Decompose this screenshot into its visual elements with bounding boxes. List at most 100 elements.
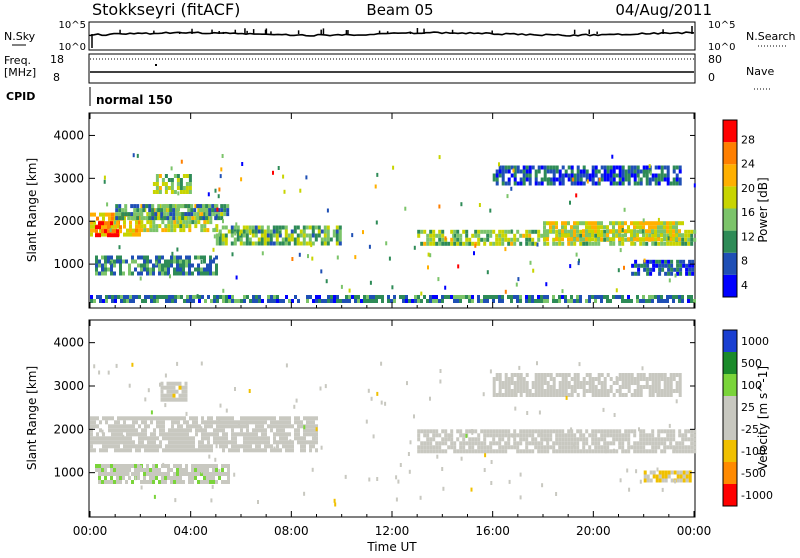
data-cell <box>648 377 652 381</box>
data-cell <box>207 424 210 429</box>
data-cell <box>606 173 610 178</box>
data-cell <box>687 233 691 238</box>
data-cell <box>498 449 502 454</box>
data-cell <box>180 416 183 421</box>
data-cell <box>609 429 613 434</box>
data-cell <box>99 448 102 453</box>
data-cell <box>90 220 93 225</box>
data-cell <box>152 190 156 194</box>
data-cell <box>495 233 499 238</box>
data-cell <box>164 373 167 378</box>
data-cell <box>516 433 520 438</box>
data-cell <box>164 174 168 178</box>
data-cell <box>552 237 556 242</box>
time-axis: 00:00 04:00 08:00 12:00 16:00 20:00 00:00 <box>73 113 711 538</box>
data-cell <box>492 429 496 434</box>
data-cell <box>208 208 212 213</box>
data-cell <box>165 432 168 437</box>
data-cell <box>591 241 595 246</box>
data-cell <box>257 237 261 242</box>
data-cell <box>207 416 210 421</box>
data-cell <box>186 448 189 453</box>
data-cell <box>303 425 306 430</box>
data-cell <box>691 267 695 272</box>
data-cell <box>182 480 185 484</box>
data-cell <box>243 440 246 445</box>
data-cell <box>144 420 147 425</box>
data-cell <box>142 204 146 209</box>
data-cell <box>594 437 598 442</box>
y-tick-label: 4000 <box>53 336 84 350</box>
data-cell <box>191 220 195 225</box>
data-cell <box>511 433 514 438</box>
data-cell <box>459 237 463 242</box>
data-cell <box>275 237 279 242</box>
data-cell <box>264 440 267 445</box>
data-cell <box>474 233 478 238</box>
data-cell <box>442 486 445 491</box>
data-cell <box>543 295 546 299</box>
data-cell <box>368 477 371 482</box>
data-cell <box>293 404 296 409</box>
data-cell <box>98 225 101 230</box>
data-cell <box>615 381 619 385</box>
data-cell <box>122 468 125 472</box>
data-cell <box>124 204 128 209</box>
data-cell <box>296 233 300 238</box>
data-cell <box>507 389 511 393</box>
data-cell <box>518 365 521 370</box>
data-cell <box>149 220 153 225</box>
data-cell <box>576 233 580 238</box>
data-cell <box>606 229 609 234</box>
data-cell <box>184 393 188 398</box>
data-cell <box>531 241 535 246</box>
data-cell <box>164 464 167 468</box>
data-cell <box>162 432 165 437</box>
data-cell <box>477 445 481 450</box>
data-cell <box>279 299 282 303</box>
data-cell <box>675 295 678 299</box>
data-cell <box>123 299 126 303</box>
data-cell <box>663 177 667 182</box>
data-cell <box>93 212 96 217</box>
data-cell <box>621 377 625 381</box>
data-cell <box>621 381 625 385</box>
data-cell <box>666 241 670 246</box>
data-cell <box>675 221 678 226</box>
data-cell <box>618 295 621 299</box>
data-cell <box>173 476 176 480</box>
data-cell <box>157 216 161 221</box>
data-cell <box>252 436 255 441</box>
data-cell <box>133 208 137 213</box>
data-cell <box>213 295 216 299</box>
data-cell <box>309 295 312 299</box>
data-cell <box>594 449 598 454</box>
data-cell <box>113 263 116 268</box>
data-cell <box>426 445 430 450</box>
data-cell <box>501 295 504 299</box>
data-cell <box>189 436 192 441</box>
data-cell <box>234 444 237 449</box>
data-cell <box>267 416 270 421</box>
data-cell <box>134 476 137 481</box>
data-cell <box>177 191 180 196</box>
data-cell <box>90 432 93 437</box>
data-cell <box>612 181 616 186</box>
data-cell <box>576 229 579 234</box>
data-cell <box>526 411 529 415</box>
data-cell <box>651 229 654 234</box>
data-cell <box>95 259 98 264</box>
data-cell <box>600 445 604 450</box>
data-cell <box>489 369 492 374</box>
data-cell <box>669 441 673 446</box>
data-cell <box>603 377 607 381</box>
time-tick-label: 08:00 <box>274 524 309 538</box>
data-cell <box>477 441 481 446</box>
data-cell <box>555 221 558 226</box>
data-cell <box>138 216 141 221</box>
data-cell <box>110 476 113 480</box>
data-cell <box>144 416 147 421</box>
data-cell <box>630 221 633 226</box>
data-cell <box>660 429 664 434</box>
data-cell <box>242 225 246 230</box>
